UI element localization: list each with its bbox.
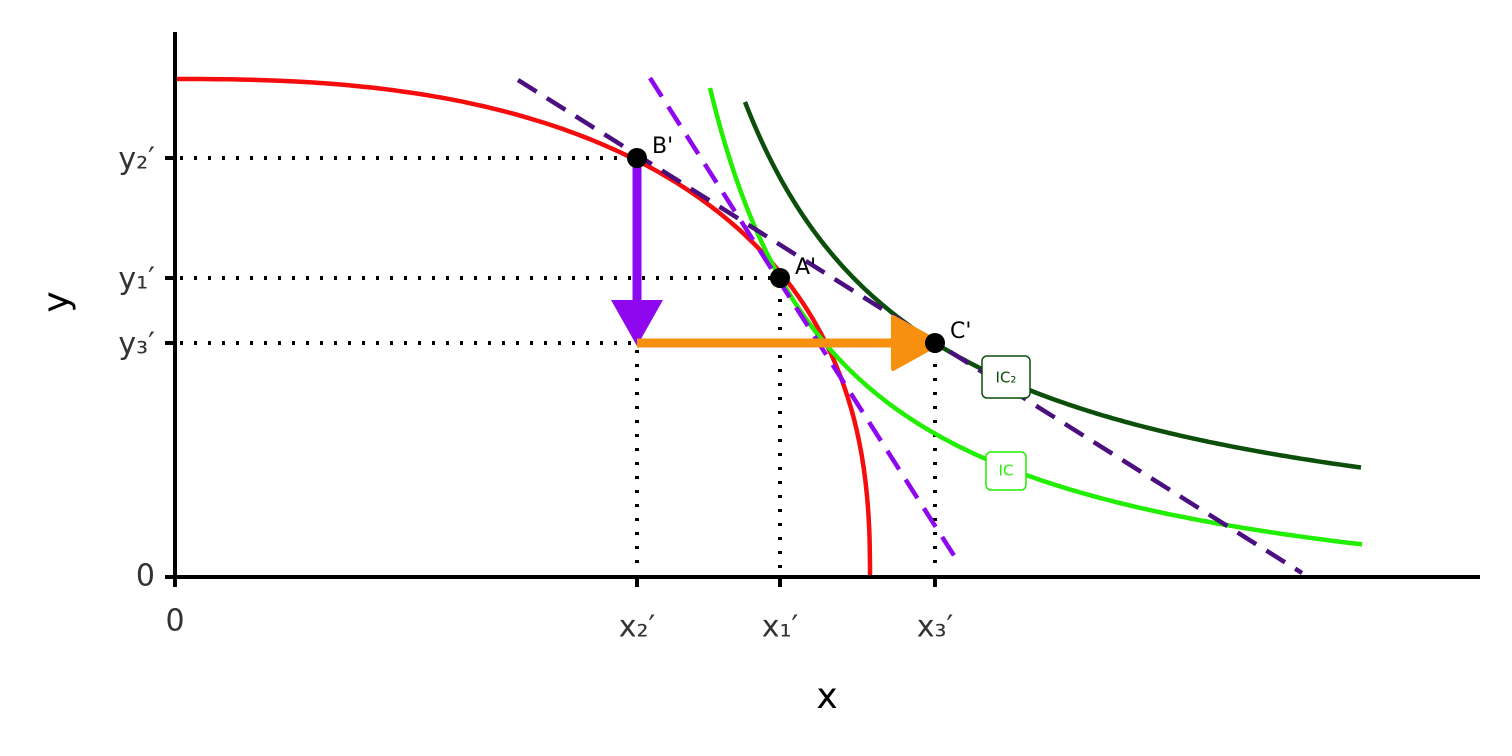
x-tick-label: 0 (165, 604, 184, 639)
point (627, 148, 647, 168)
curves (175, 76, 1363, 577)
curve-label: IC₂ (996, 369, 1017, 387)
x-tick-label: x₂′ (619, 610, 656, 645)
point-label: A' (795, 255, 816, 280)
guides (180, 156, 937, 572)
arrowhead (611, 300, 663, 346)
frontier (175, 76, 873, 577)
indifference-curve-2 (742, 101, 1362, 470)
point-label: B' (652, 134, 673, 159)
ticks (165, 156, 937, 587)
y-tick-label: y₂′ (118, 142, 155, 177)
point (925, 333, 945, 353)
y-tick-label: 0 (136, 559, 155, 594)
y-axis-label: y (36, 291, 77, 312)
indifference-curve (707, 87, 1363, 547)
x-tick-label: x₁′ (762, 610, 799, 645)
arrowhead (891, 315, 942, 371)
y-tick-label: y₃′ (118, 327, 155, 362)
y-tick-label: y₁′ (118, 262, 155, 297)
x-tick-label: x₃′ (917, 610, 954, 645)
x-axis-label: x (816, 676, 837, 717)
curve-label: IC (999, 462, 1014, 480)
label-box (981, 355, 1031, 399)
label-box (985, 451, 1027, 491)
point (770, 268, 790, 288)
point-label: C' (950, 319, 971, 344)
budget-line-1 (648, 76, 962, 567)
